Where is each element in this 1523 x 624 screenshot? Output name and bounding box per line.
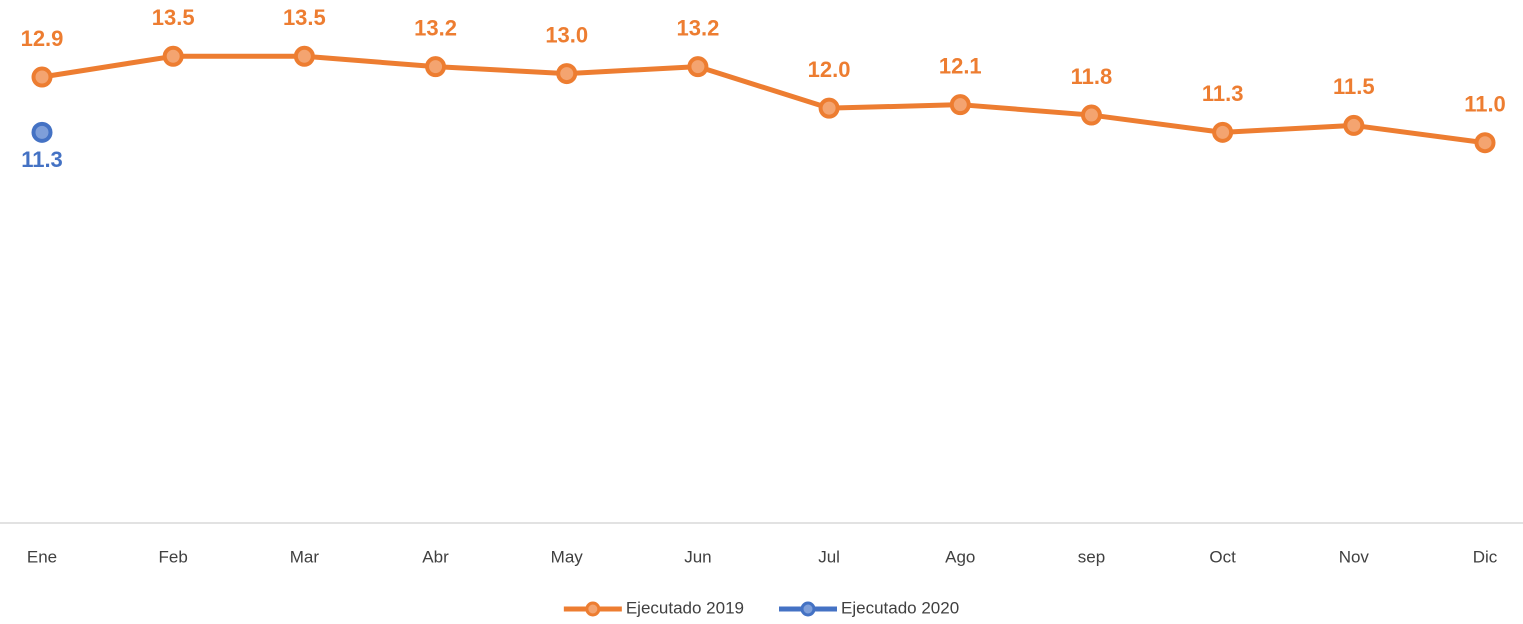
data-label: 13.0: [545, 22, 588, 47]
data-label: 11.3: [1202, 81, 1244, 106]
data-point: [687, 56, 709, 78]
legend-label: Ejecutado 2019: [626, 598, 744, 617]
data-label: 11.0: [1464, 92, 1506, 117]
x-tick-label: Mar: [290, 547, 320, 566]
data-point: [425, 56, 447, 78]
x-tick-label: Feb: [159, 547, 188, 566]
legend: Ejecutado 2019 Ejecutado 2020: [563, 598, 959, 617]
series-line: [41, 53, 1486, 146]
legend-marker: [585, 601, 601, 617]
data-point: [949, 94, 971, 116]
data-point: [31, 121, 53, 143]
legend-marker: [800, 601, 816, 617]
x-tick-label: Jul: [818, 547, 840, 566]
data-point: [31, 66, 53, 88]
data-label: 11.8: [1071, 64, 1113, 89]
data-point: [1343, 114, 1365, 136]
x-tick-label: Ago: [945, 547, 975, 566]
data-point: [293, 45, 315, 67]
data-label: 13.5: [152, 5, 195, 30]
data-point: [162, 45, 184, 67]
data-label: 11.5: [1333, 74, 1375, 99]
data-label: 12.1: [939, 53, 982, 78]
data-point: [1474, 132, 1496, 154]
data-point: [556, 63, 578, 85]
x-tick-label: Jun: [684, 547, 711, 566]
x-tick-label: Ene: [27, 547, 57, 566]
x-tick-label: sep: [1078, 547, 1105, 566]
data-label: 13.2: [414, 15, 457, 40]
data-label: 12.0: [808, 57, 851, 82]
data-label: 11.3: [21, 147, 63, 172]
data-point: [818, 97, 840, 119]
x-tick-label: Oct: [1209, 547, 1236, 566]
x-tick-label: Dic: [1473, 547, 1498, 566]
data-point: [1212, 121, 1234, 143]
x-tick-label: Abr: [422, 547, 449, 566]
data-label: 13.2: [676, 15, 719, 40]
x-tick-label: May: [551, 547, 584, 566]
data-label: 13.5: [283, 5, 326, 30]
data-label: 12.9: [21, 26, 64, 51]
legend-label: Ejecutado 2020: [841, 598, 959, 617]
data-point: [1080, 104, 1102, 126]
x-tick-label: Nov: [1339, 547, 1370, 566]
